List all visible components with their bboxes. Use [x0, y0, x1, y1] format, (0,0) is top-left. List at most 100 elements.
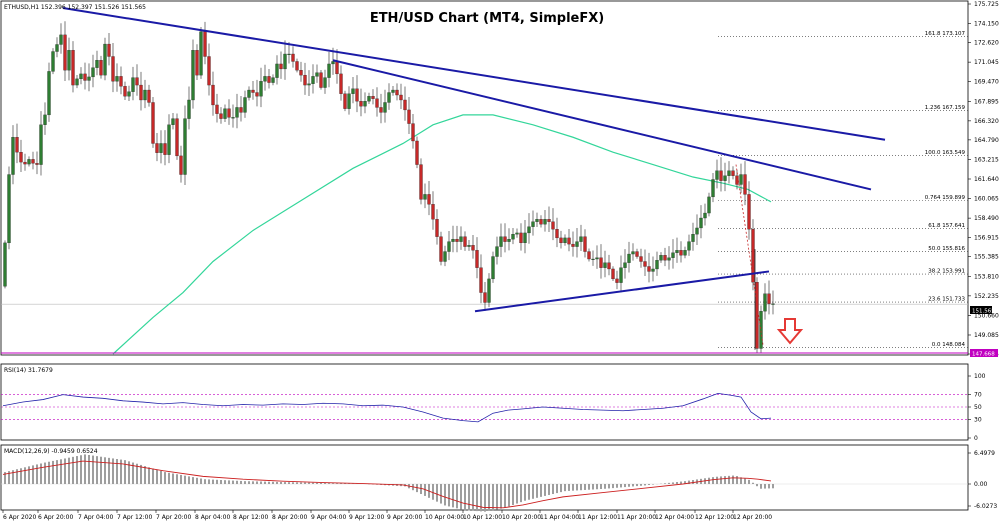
fib-level-label: 0.0 148.084 — [932, 342, 966, 348]
candle — [195, 44, 199, 80]
time-tick-label: 12 Apr 20:00 — [733, 514, 772, 521]
candle — [123, 81, 127, 101]
price-tick-label: 150.660 — [974, 312, 999, 319]
candle-body — [595, 257, 599, 260]
candle — [591, 250, 595, 266]
candle-body — [427, 194, 431, 205]
candle — [527, 213, 531, 244]
time-tick-label: 8 Apr 12:00 — [233, 514, 268, 521]
candle — [647, 252, 651, 283]
candle-body — [671, 252, 675, 258]
candle-body — [259, 81, 263, 97]
candle-body — [371, 96, 375, 99]
candle-body — [59, 34, 63, 45]
candle-body — [499, 236, 503, 247]
rsi-tick-label: 0 — [974, 435, 978, 442]
candle-body — [719, 170, 723, 181]
rsi-indicator: 100 70 50 30 0 — [1, 373, 986, 442]
candle-body — [607, 262, 611, 270]
candle-body — [199, 31, 203, 76]
candle-body — [735, 175, 739, 185]
candle-body — [3, 242, 7, 287]
candle — [147, 84, 151, 107]
candle-body — [51, 51, 55, 72]
candle — [575, 227, 579, 258]
candle-body — [311, 76, 315, 84]
candle-body — [167, 124, 171, 155]
candle-body — [527, 226, 531, 234]
candle — [539, 215, 543, 228]
price-tick-label: 163.215 — [974, 156, 999, 163]
candle-body — [523, 232, 527, 244]
time-tick-label: 11 Apr 04:00 — [540, 514, 579, 521]
candle-body — [651, 268, 655, 272]
candle-body — [631, 251, 635, 255]
candle — [603, 250, 607, 278]
candle-body — [567, 237, 571, 245]
candle — [343, 90, 347, 112]
price-tick-label: 167.895 — [974, 98, 999, 105]
candle-body — [291, 53, 295, 62]
candle — [403, 86, 407, 121]
candle-body — [363, 101, 367, 107]
candle-body — [599, 257, 603, 268]
candle-body — [23, 161, 27, 165]
candle-body — [7, 174, 11, 244]
candle-body — [559, 237, 563, 244]
candle — [31, 151, 35, 170]
candle — [263, 64, 267, 91]
macd-tick-label: 6.4979 — [974, 450, 995, 457]
moving-average-line — [112, 114, 772, 355]
candle — [635, 248, 639, 259]
candle-body — [615, 278, 619, 283]
candle-body — [687, 241, 691, 251]
candle-body — [287, 53, 291, 55]
candle — [571, 231, 575, 257]
candle-body — [223, 108, 227, 119]
candle — [171, 112, 175, 130]
candle-body — [519, 232, 523, 244]
candle — [595, 245, 599, 269]
candle — [479, 254, 483, 304]
candle-body — [215, 104, 219, 114]
candle-body — [131, 77, 135, 92]
candle-body — [439, 236, 443, 262]
candle-body — [387, 92, 391, 103]
candle-body — [103, 43, 107, 76]
candle-body — [227, 108, 231, 118]
candle — [587, 248, 591, 262]
candle — [375, 87, 379, 117]
candle — [723, 162, 727, 192]
candle — [223, 104, 227, 122]
candle-body — [95, 60, 99, 68]
candle-body — [623, 262, 627, 268]
candle — [331, 47, 335, 75]
candle — [15, 123, 19, 164]
candle-body — [107, 43, 111, 57]
time-tick-label: 7 Apr 12:00 — [117, 514, 152, 521]
candle — [251, 80, 255, 100]
candle — [247, 86, 251, 101]
candle — [503, 223, 507, 253]
candle — [163, 130, 167, 166]
candle — [607, 254, 611, 276]
candle-body — [319, 72, 323, 88]
candle-body — [351, 88, 355, 94]
candle — [727, 161, 731, 184]
candle-body — [11, 137, 15, 175]
candle-body — [307, 83, 311, 86]
time-tick-label: 8 Apr 04:00 — [195, 514, 230, 521]
candle — [71, 41, 75, 93]
candle-body — [723, 175, 727, 181]
macd-tick-label: -6.0273 — [974, 503, 997, 510]
candle — [259, 67, 263, 108]
candle-body — [575, 241, 579, 247]
candle — [383, 89, 387, 123]
candle — [695, 214, 699, 246]
price-tick-label: 161.640 — [974, 176, 999, 183]
candle-body — [675, 250, 679, 253]
candle — [23, 153, 27, 171]
candle-body — [27, 159, 31, 165]
candle-body — [691, 234, 695, 242]
candle-body — [767, 293, 771, 304]
